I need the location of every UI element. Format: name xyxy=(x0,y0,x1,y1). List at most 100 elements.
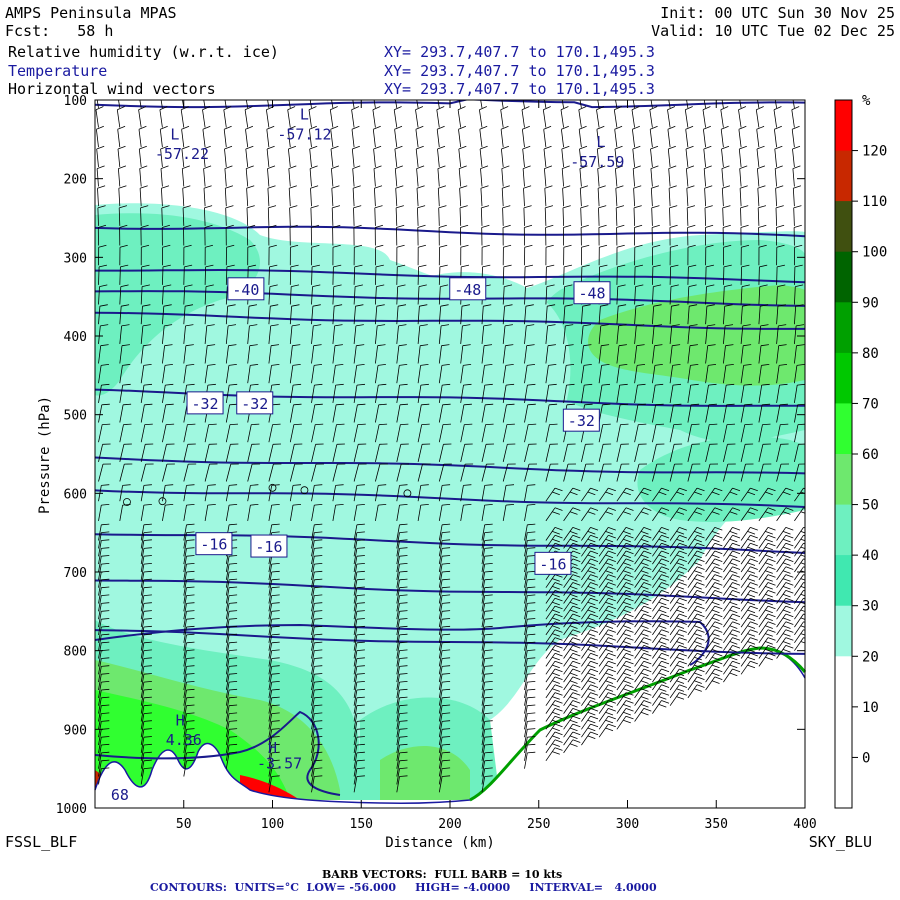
wind-barb xyxy=(225,484,238,502)
wind-barb xyxy=(311,484,323,502)
wind-barb xyxy=(723,590,741,604)
wind-barb xyxy=(183,244,192,266)
wind-barb xyxy=(396,736,408,753)
wind-barb xyxy=(479,125,488,148)
wind-barb xyxy=(118,165,127,187)
wind-barb xyxy=(598,629,616,644)
wind-barb xyxy=(140,423,153,443)
colorbar-segment xyxy=(835,100,852,152)
wind-barb xyxy=(162,364,173,384)
wind-barb xyxy=(634,637,652,651)
wind-barb xyxy=(246,185,255,207)
wind-barb xyxy=(438,657,451,675)
wind-barb xyxy=(396,594,408,612)
wind-barb xyxy=(183,649,195,667)
wind-barb xyxy=(225,704,238,722)
wind-barb xyxy=(417,324,428,344)
wind-barb xyxy=(524,736,536,753)
wind-barb xyxy=(687,244,696,266)
wind-barb xyxy=(225,712,238,730)
wind-barb xyxy=(705,629,723,644)
wind-barb xyxy=(225,570,238,588)
wind-barb xyxy=(544,205,554,226)
wind-barb xyxy=(791,125,800,148)
wind-barb xyxy=(502,403,515,423)
wind-barb xyxy=(396,759,408,777)
wind-barb xyxy=(703,100,706,108)
wind-barb xyxy=(395,185,404,207)
wind-barb xyxy=(460,463,474,482)
wind-barb xyxy=(310,224,320,246)
wind-barb xyxy=(438,618,451,635)
wind-barb xyxy=(758,582,776,596)
wind-barb xyxy=(563,692,581,706)
wind-barb xyxy=(687,542,705,557)
wind-barb xyxy=(98,244,107,266)
wind-barb xyxy=(652,692,670,706)
wind-barb xyxy=(581,605,599,620)
wind-barb xyxy=(309,100,312,108)
wind-barb xyxy=(416,165,425,187)
wind-barb xyxy=(524,403,536,423)
wind-barb xyxy=(758,463,772,482)
wind-barb xyxy=(705,582,723,596)
wind-barb xyxy=(776,582,794,596)
contour-label: -32 xyxy=(192,395,219,413)
wind-barb xyxy=(524,649,536,667)
wind-barb xyxy=(598,605,616,620)
wind-barb xyxy=(225,728,238,746)
wind-barb xyxy=(652,264,661,285)
wind-barb xyxy=(353,539,365,557)
wind-barb xyxy=(183,712,195,730)
wind-barb xyxy=(311,673,323,691)
colorbar-segment xyxy=(835,555,852,607)
wind-barb xyxy=(353,205,362,226)
wind-barb xyxy=(438,586,451,604)
wind-barb xyxy=(652,463,665,482)
wind-barb xyxy=(332,304,343,325)
wind-barb xyxy=(353,728,365,746)
wind-barb xyxy=(437,185,447,207)
wind-barb xyxy=(616,676,634,691)
wind-barb xyxy=(545,304,556,325)
contour-label: -48 xyxy=(578,285,605,303)
wind-barb xyxy=(138,125,147,148)
wind-barb xyxy=(309,145,318,167)
wind-barb xyxy=(268,586,280,604)
wind-barb xyxy=(687,637,705,651)
wind-barb xyxy=(481,633,493,651)
wind-barb xyxy=(203,185,212,207)
wind-barb xyxy=(545,244,554,266)
wind-barb xyxy=(669,621,687,636)
wind-barb xyxy=(183,618,195,635)
wind-barb xyxy=(140,539,152,557)
wind-barb xyxy=(563,383,575,403)
wind-barb xyxy=(776,423,789,443)
wind-barb xyxy=(417,484,429,502)
wind-barb xyxy=(687,304,698,325)
wind-barb xyxy=(98,610,110,628)
wind-barb xyxy=(119,304,130,325)
wind-barb xyxy=(500,125,509,148)
wind-barb xyxy=(311,633,323,651)
wind-barb xyxy=(225,751,238,769)
wind-barb xyxy=(723,613,741,628)
wind-barb xyxy=(183,759,195,777)
wind-barb xyxy=(417,264,427,285)
wind-barb xyxy=(225,641,238,659)
wind-barb xyxy=(353,625,365,643)
calm-wind-marker xyxy=(403,489,412,498)
wind-barb xyxy=(598,652,616,667)
wind-barb xyxy=(669,676,687,691)
rh-region-lower-core xyxy=(95,690,290,800)
wind-barb xyxy=(396,720,408,738)
wind-barb xyxy=(481,324,492,344)
wind-barb xyxy=(740,574,758,588)
wind-barb xyxy=(501,185,510,207)
wind-barb xyxy=(98,681,110,698)
wind-barb xyxy=(524,688,536,706)
wind-barb xyxy=(581,660,599,675)
wind-barb xyxy=(311,344,322,364)
wind-barb xyxy=(225,555,238,573)
wind-barb xyxy=(704,205,713,226)
